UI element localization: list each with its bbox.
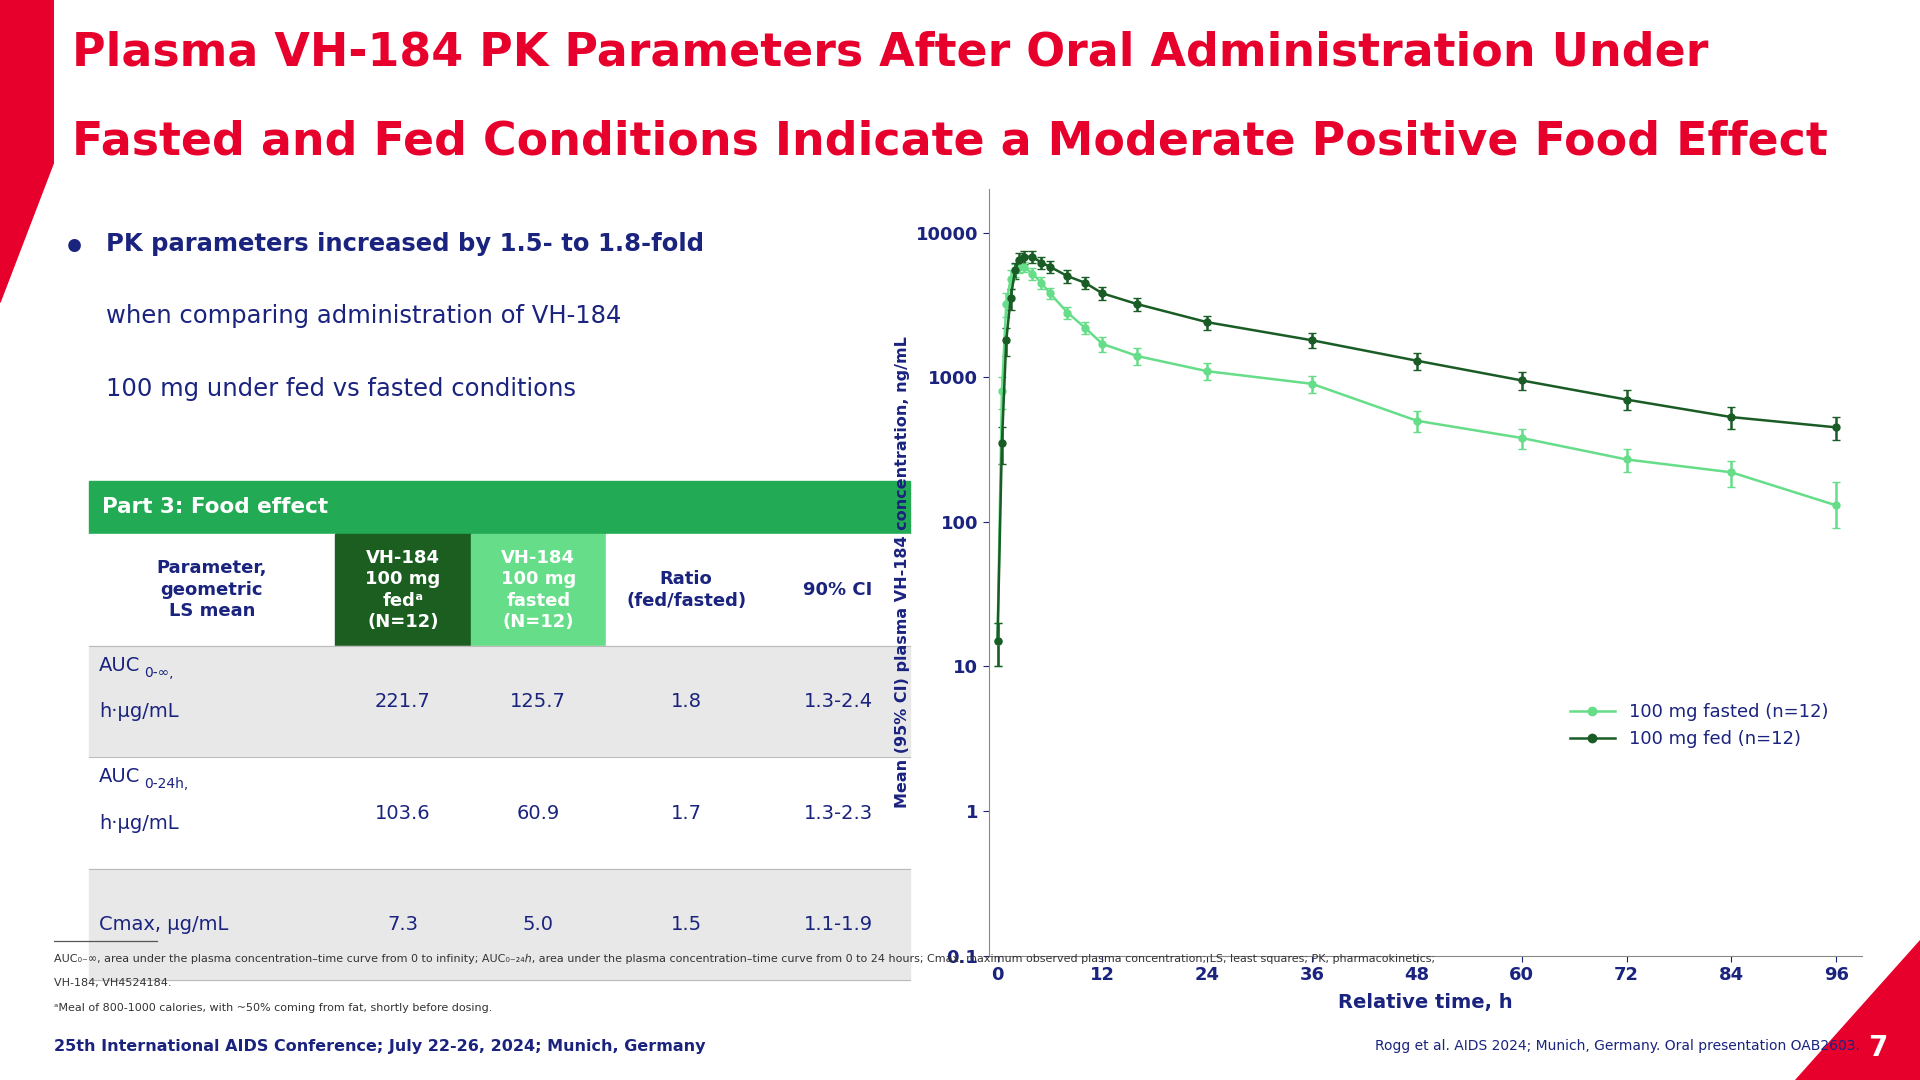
Text: Parameter,
geometric
LS mean: Parameter, geometric LS mean: [157, 559, 267, 620]
Text: PK parameters increased by 1.5- to 1.8-fold: PK parameters increased by 1.5- to 1.8-f…: [106, 232, 705, 256]
Text: 1.8: 1.8: [670, 692, 701, 711]
Text: 1.1-1.9: 1.1-1.9: [803, 915, 872, 934]
Text: VH-184
100 mg
fedᵃ
(N=12): VH-184 100 mg fedᵃ (N=12): [365, 549, 440, 631]
Bar: [88, 868, 336, 981]
Bar: [88, 534, 336, 646]
Text: Plasma VH-184 PK Parameters After Oral Administration Under: Plasma VH-184 PK Parameters After Oral A…: [73, 30, 1709, 76]
Text: Rogg et al. AIDS 2024; Munich, Germany. Oral presentation OAB2603.: Rogg et al. AIDS 2024; Munich, Germany. …: [1375, 1039, 1860, 1053]
Bar: [607, 646, 766, 757]
Text: 60.9: 60.9: [516, 804, 561, 823]
Bar: [336, 868, 470, 981]
Bar: [607, 868, 766, 981]
Text: VH-184
100 mg
fasted
(N=12): VH-184 100 mg fasted (N=12): [501, 549, 576, 631]
Text: 1.7: 1.7: [670, 804, 701, 823]
Text: 7: 7: [1868, 1034, 1887, 1062]
Bar: [336, 646, 470, 757]
Text: AUC: AUC: [100, 767, 140, 786]
Bar: [88, 757, 336, 868]
Y-axis label: Mean (95% CI) plasma VH-184 concentration, ng/mL: Mean (95% CI) plasma VH-184 concentratio…: [895, 337, 910, 808]
Polygon shape: [0, 0, 54, 302]
Bar: [607, 534, 766, 646]
Bar: [336, 534, 470, 646]
Bar: [470, 646, 607, 757]
Text: ᵃMeal of 800-1000 calories, with ~50% coming from fat, shortly before dosing.: ᵃMeal of 800-1000 calories, with ~50% co…: [54, 1002, 492, 1013]
Bar: [88, 482, 910, 534]
Text: 125.7: 125.7: [511, 692, 566, 711]
Text: 1.5: 1.5: [670, 915, 701, 934]
Bar: [766, 646, 910, 757]
Text: when comparing administration of VH-184: when comparing administration of VH-184: [106, 305, 622, 328]
Text: 100 mg under fed vs fasted conditions: 100 mg under fed vs fasted conditions: [106, 377, 576, 401]
Text: h·μg/mL: h·μg/mL: [100, 702, 179, 721]
Text: •: •: [63, 232, 86, 266]
Text: 7.3: 7.3: [388, 915, 419, 934]
Text: 0-24h,: 0-24h,: [144, 778, 188, 792]
Text: 0-∞,: 0-∞,: [144, 666, 175, 680]
Bar: [766, 757, 910, 868]
Text: Ratio
(fed/fasted): Ratio (fed/fasted): [626, 570, 747, 609]
Text: 221.7: 221.7: [374, 692, 430, 711]
Text: 1.3-2.4: 1.3-2.4: [803, 692, 872, 711]
Bar: [336, 757, 470, 868]
Bar: [470, 534, 607, 646]
Bar: [766, 534, 910, 646]
Bar: [470, 757, 607, 868]
Text: 25th International AIDS Conference; July 22-26, 2024; Munich, Germany: 25th International AIDS Conference; July…: [54, 1039, 705, 1054]
Bar: [88, 646, 336, 757]
Text: 5.0: 5.0: [522, 915, 553, 934]
Bar: [607, 757, 766, 868]
Text: AUC: AUC: [100, 656, 140, 675]
Polygon shape: [1795, 940, 1920, 1080]
Text: 90% CI: 90% CI: [803, 581, 874, 598]
Text: VH-184, VH4524184.: VH-184, VH4524184.: [54, 978, 171, 988]
Bar: [470, 868, 607, 981]
Text: Fasted and Fed Conditions Indicate a Moderate Positive Food Effect: Fasted and Fed Conditions Indicate a Mod…: [73, 119, 1828, 164]
X-axis label: Relative time, h: Relative time, h: [1338, 993, 1513, 1012]
Bar: [766, 868, 910, 981]
Text: AUC₀₋∞, area under the plasma concentration–time curve from 0 to infinity; AUC₀₋: AUC₀₋∞, area under the plasma concentrat…: [54, 955, 1434, 964]
Legend: 100 mg fasted (n=12), 100 mg fed (n=12): 100 mg fasted (n=12), 100 mg fed (n=12): [1563, 696, 1836, 755]
Text: Cmax, μg/mL: Cmax, μg/mL: [100, 915, 228, 934]
Text: 103.6: 103.6: [374, 804, 430, 823]
Text: h·μg/mL: h·μg/mL: [100, 814, 179, 833]
Text: Part 3: Food effect: Part 3: Food effect: [102, 498, 328, 517]
Text: 1.3-2.3: 1.3-2.3: [803, 804, 872, 823]
